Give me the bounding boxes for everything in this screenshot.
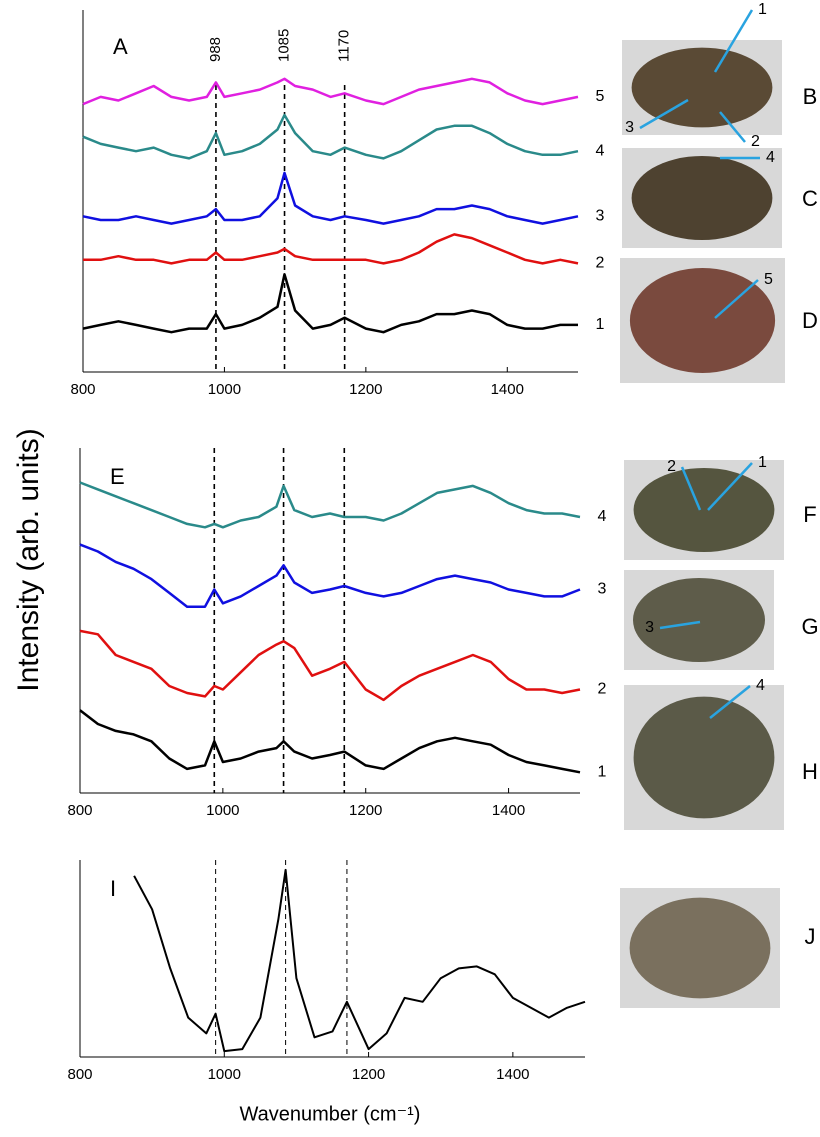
series-label: 2 (598, 681, 607, 698)
spectrum-line (79, 709, 581, 774)
marker-label: 3 (625, 119, 634, 136)
series-label: 1 (598, 764, 607, 781)
series-label: 4 (598, 508, 607, 525)
rock-sample (633, 468, 775, 552)
photo-letter: C (802, 186, 818, 211)
spectrum-line (133, 868, 586, 1053)
x-tick-label: 1200 (349, 381, 382, 398)
rock-sample (629, 897, 771, 999)
reference-label: 1170 (336, 30, 353, 62)
x-tick-label: 1000 (208, 1066, 241, 1083)
series-label: 3 (598, 581, 607, 598)
x-tick-label: 1000 (208, 381, 241, 398)
rock-sample (633, 696, 775, 819)
marker-arrow (639, 98, 689, 130)
marker-label: 5 (764, 271, 773, 288)
marker-label: 4 (766, 149, 775, 166)
x-tick-label: 1200 (349, 802, 382, 819)
marker-label: 2 (751, 133, 760, 150)
x-axis-label: Wavenumber (cm⁻¹) (240, 1103, 421, 1125)
x-tick-label: 1200 (352, 1066, 385, 1083)
spectrum-line (82, 113, 579, 160)
x-tick-label: 800 (70, 381, 95, 398)
series-label: 1 (596, 316, 605, 333)
reference-label: 1085 (276, 29, 293, 62)
series-label: 4 (596, 142, 605, 159)
spectrum-line (79, 543, 581, 608)
spectrum-line (79, 629, 581, 702)
rock-sample (631, 156, 773, 240)
series-label: 3 (596, 208, 605, 225)
y-axis-label: Intensity (arb. units) (12, 428, 45, 691)
photo-letter: J (805, 924, 816, 949)
x-tick-label: 800 (67, 1066, 92, 1083)
spectrum-line (83, 233, 579, 265)
spectrum-line (82, 77, 579, 106)
x-tick-label: 1400 (496, 1066, 529, 1083)
x-tick-label: 1400 (492, 802, 525, 819)
marker-label: 2 (667, 458, 676, 475)
photo-letter: G (801, 614, 818, 639)
marker-arrow (680, 466, 702, 511)
photo-letter: F (803, 502, 816, 527)
spectrum-line (82, 273, 578, 334)
marker-arrow (714, 279, 759, 319)
panel-label: I (110, 876, 116, 901)
marker-label: 1 (758, 454, 767, 471)
x-tick-label: 800 (67, 802, 92, 819)
series-label: 2 (596, 255, 605, 272)
rock-sample (633, 578, 765, 662)
panel-label: E (110, 464, 125, 489)
marker-arrow (659, 620, 701, 630)
marker-arrow (709, 685, 751, 719)
marker-label: 1 (758, 1, 767, 18)
marker-arrow (719, 111, 746, 143)
spectrum-line (79, 481, 581, 529)
photo-letter: H (802, 759, 818, 784)
rock-sample (629, 268, 776, 373)
photo-letter: D (802, 308, 818, 333)
series-label: 5 (596, 88, 605, 105)
marker-label: 3 (645, 619, 654, 636)
reference-label: 988 (207, 37, 224, 62)
marker-arrow (713, 9, 754, 73)
rock-sample (631, 47, 773, 128)
marker-arrow (707, 462, 753, 511)
panel-label: A (113, 34, 128, 59)
x-tick-label: 1000 (206, 802, 239, 819)
x-tick-label: 1400 (491, 381, 524, 398)
marker-label: 4 (756, 677, 765, 694)
photo-letter: B (803, 84, 818, 109)
spectrum-line (82, 171, 579, 225)
